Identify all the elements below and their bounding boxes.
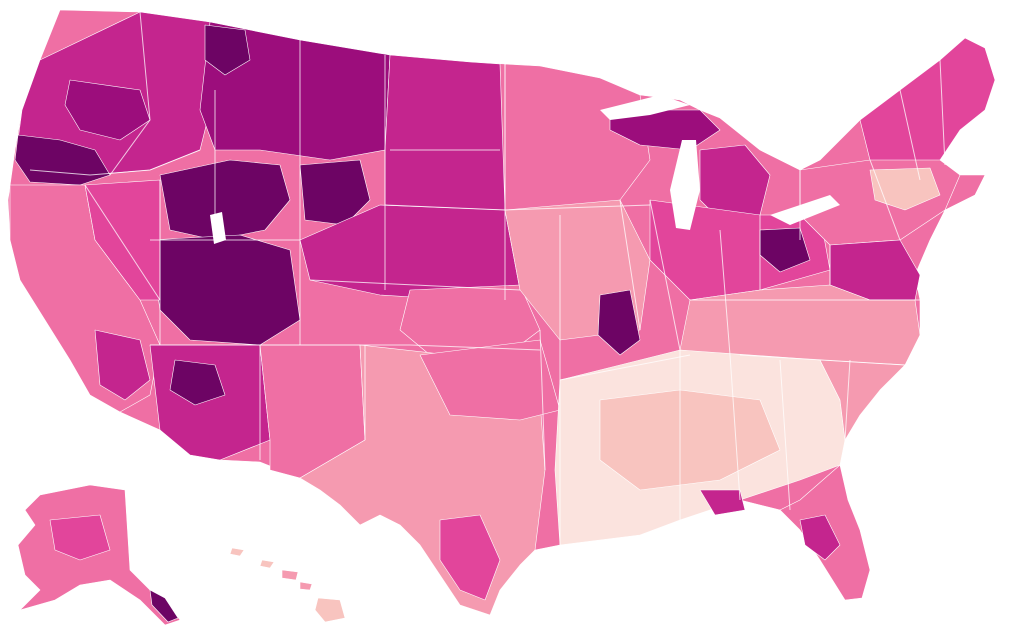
- region-california-dark-pockets: [94, 329, 151, 401]
- lake-erie: [770, 195, 840, 225]
- region-deep-south-lighter: [599, 389, 781, 491]
- lake-superior: [600, 95, 690, 120]
- region-gulf-coast-dark: [699, 489, 746, 516]
- region-hawaii: [229, 547, 346, 623]
- region-montana-dark: [204, 24, 251, 76]
- region-alaska-southeast-dark: [149, 589, 179, 623]
- great-salt-lake: [210, 212, 226, 244]
- region-texas-dark-patches: [439, 514, 501, 601]
- region-alaska-interior-dark: [49, 514, 111, 561]
- region-idaho-wyoming-dark: [159, 159, 291, 241]
- region-northeast-light: [869, 167, 941, 211]
- region-arizona: [149, 344, 271, 461]
- region-oklahoma: [419, 339, 561, 421]
- state-borders: [29, 11, 946, 545]
- region-washington-dark: [64, 79, 151, 141]
- region-dakotas: [384, 54, 506, 211]
- region-utah-dark: [149, 234, 301, 346]
- region-florida-dark: [799, 514, 841, 561]
- region-new-england: [859, 37, 996, 171]
- region-oregon-coast-dark: [14, 134, 111, 186]
- region-nevada: [84, 179, 161, 301]
- lake-michigan: [670, 140, 700, 230]
- region-colorado-wyoming-dark: [299, 159, 371, 226]
- region-missouri-dark: [597, 289, 641, 356]
- region-arizona-dark: [169, 359, 226, 406]
